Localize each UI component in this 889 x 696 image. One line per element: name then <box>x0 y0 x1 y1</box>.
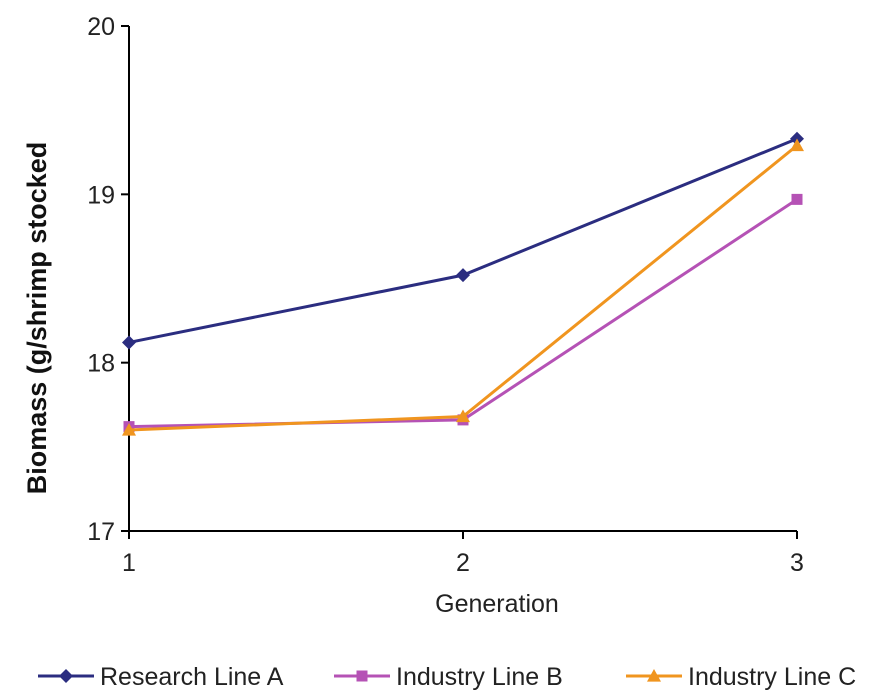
data-point <box>456 268 470 283</box>
legend-marker <box>647 669 661 682</box>
legend: Research Line A Industry Line B Industry L… <box>38 663 856 691</box>
data-point <box>791 193 803 205</box>
series-line <box>128 198 798 429</box>
legend-label: Research Line A <box>100 663 284 691</box>
data-point <box>122 423 136 436</box>
data-point <box>122 335 136 350</box>
y-axis-title: Biomass (g/shrimp stocked <box>22 142 52 495</box>
x-axis-title: Generation <box>435 590 559 618</box>
legend-marker <box>59 669 73 683</box>
data-point <box>456 409 470 423</box>
y-tick-label: 18 <box>87 350 115 378</box>
legend-marker <box>356 670 368 682</box>
series-line <box>128 144 798 432</box>
series-line <box>128 137 798 344</box>
y-tick-label: 19 <box>87 181 115 209</box>
x-tick-label: 1 <box>122 549 136 577</box>
x-tick-label: 2 <box>456 549 470 577</box>
plot-area: 17 18 19 20 1 2 3 <box>87 13 804 577</box>
y-tick-label: 17 <box>87 518 115 546</box>
y-tick-label: 20 <box>87 13 115 41</box>
data-point <box>790 138 804 152</box>
legend-label: Industry Line C <box>688 663 856 691</box>
x-tick-label: 3 <box>790 549 804 577</box>
legend-label: Industry Line B <box>396 663 563 691</box>
